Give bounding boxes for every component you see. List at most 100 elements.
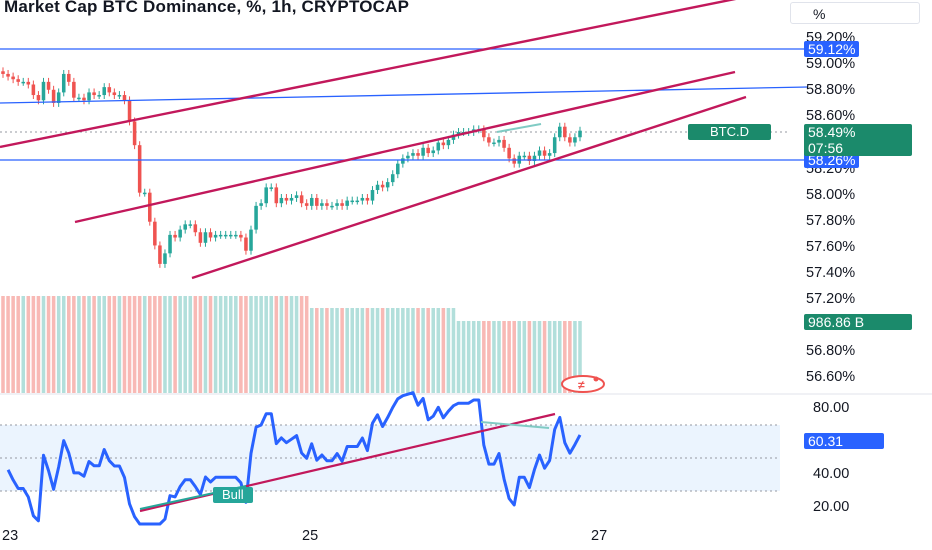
volume-bar [507, 321, 511, 393]
volume-bar [294, 296, 299, 393]
candle [537, 150, 542, 156]
channel-mid-line[interactable] [74, 70, 736, 224]
candle [426, 147, 430, 154]
channel-upper-line[interactable] [0, 0, 750, 149]
volume-bar [26, 296, 31, 393]
volume-bar [421, 308, 425, 393]
channel-lower-line[interactable] [191, 95, 747, 280]
volume-bar [284, 296, 289, 393]
candle [213, 234, 218, 238]
volume-bar [36, 296, 41, 393]
candle [315, 197, 319, 206]
volume-bar [153, 296, 157, 393]
candle [396, 163, 400, 175]
candle [142, 192, 147, 195]
candle [350, 200, 355, 203]
price-tick: 57.40% [806, 265, 856, 281]
candle [16, 79, 20, 82]
candle [401, 158, 405, 164]
trend-line-blue[interactable] [0, 86, 809, 104]
volume-bar [239, 296, 243, 393]
volume-bar [370, 308, 375, 393]
candle [269, 187, 274, 189]
volume-bar [390, 308, 395, 393]
candle [107, 87, 112, 93]
volume-bar [325, 308, 329, 393]
candle [563, 126, 567, 138]
candle [77, 97, 81, 100]
volume-bar [208, 296, 213, 393]
volume-bar [137, 296, 142, 393]
last-price-value: 58.49% [808, 124, 856, 140]
volume-bar [522, 321, 527, 393]
rsi-tick: 80.00 [813, 400, 850, 416]
indicator-badge-icon[interactable]: ≠ [561, 375, 605, 393]
candle [279, 197, 284, 204]
price-tick: 58.80% [806, 82, 856, 98]
candle [223, 234, 228, 237]
volume-bar [406, 308, 410, 393]
volume-bar [223, 296, 228, 393]
volume-bar [547, 321, 552, 393]
unit-button[interactable]: % [790, 2, 920, 24]
candle [370, 190, 375, 201]
volume-bar [482, 321, 486, 393]
volume-bar [320, 308, 324, 393]
volume-bar [557, 321, 562, 393]
volume-bar [426, 308, 430, 393]
candle [61, 73, 66, 93]
candle [441, 142, 446, 146]
candle [259, 203, 263, 206]
candle [254, 205, 258, 230]
candle [522, 155, 527, 158]
candle [380, 184, 385, 188]
candle [41, 81, 46, 101]
candle [416, 153, 420, 156]
volume-bar [61, 296, 66, 393]
volume-bars [1, 296, 582, 393]
volume-bar [380, 308, 385, 393]
candle [325, 203, 329, 206]
volume-bar [193, 296, 198, 393]
price-tick: 57.80% [806, 213, 856, 229]
candle [568, 137, 572, 143]
candle [117, 95, 122, 97]
candle [446, 139, 451, 146]
volume-bar [466, 321, 471, 393]
volume-bar [375, 308, 380, 393]
volume-bar [416, 308, 420, 393]
volume-bar [97, 296, 101, 393]
candle [294, 195, 299, 198]
volume-bar [456, 321, 461, 393]
candle [178, 229, 182, 238]
volume-bar [213, 296, 218, 393]
candle [193, 224, 198, 233]
volume-bar [360, 308, 365, 393]
price-tick: 56.80% [806, 343, 856, 359]
volume-bar [269, 296, 274, 393]
volume-bar [41, 296, 46, 393]
candle [578, 130, 582, 138]
candle [406, 155, 410, 159]
volume-bar [21, 296, 26, 393]
candle [21, 81, 26, 84]
volume-bar [218, 296, 223, 393]
candle [6, 73, 10, 77]
volume-bar [335, 308, 339, 393]
volume-bar [72, 296, 76, 393]
volume-bar [117, 296, 122, 393]
rsi-tick: 20.00 [813, 499, 850, 515]
volume-bar [477, 321, 481, 393]
candle [456, 131, 461, 135]
volume-bar [451, 308, 456, 393]
volume-bar [16, 296, 20, 393]
candle [345, 200, 349, 206]
volume-bar [279, 296, 284, 393]
candle [360, 197, 365, 201]
candle [320, 203, 324, 206]
candle [244, 237, 248, 251]
candle [122, 95, 127, 101]
volume-bar [51, 296, 56, 393]
candle [451, 134, 456, 140]
